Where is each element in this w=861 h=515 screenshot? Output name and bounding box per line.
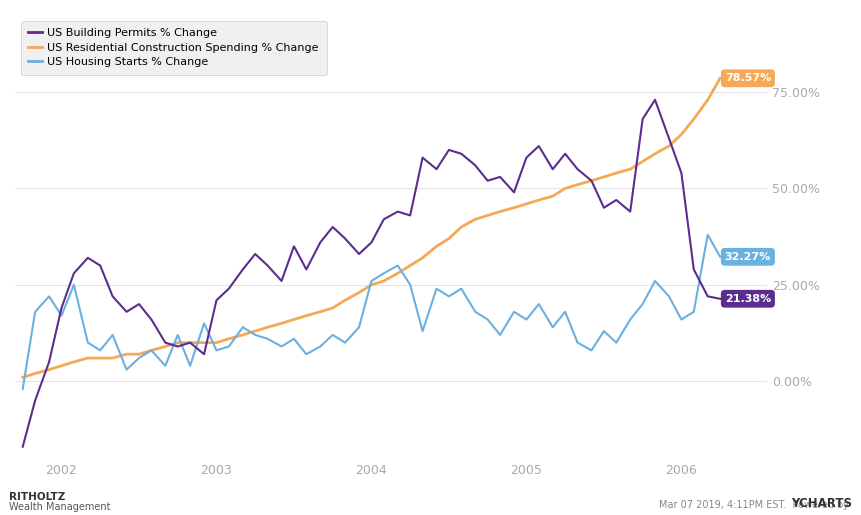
- Text: 32.27%: 32.27%: [725, 252, 771, 262]
- Text: RITHOLTZ: RITHOLTZ: [9, 492, 65, 502]
- Text: 21.38%: 21.38%: [725, 294, 771, 304]
- Text: 78.57%: 78.57%: [725, 73, 771, 83]
- Text: Wealth Management: Wealth Management: [9, 503, 110, 512]
- Text: Mar 07 2019, 4:11PM EST.  Powered by: Mar 07 2019, 4:11PM EST. Powered by: [660, 500, 852, 510]
- Text: YCHARTS: YCHARTS: [791, 497, 852, 510]
- Legend: US Building Permits % Change, US Residential Construction Spending % Change, US : US Building Permits % Change, US Residen…: [21, 21, 326, 75]
